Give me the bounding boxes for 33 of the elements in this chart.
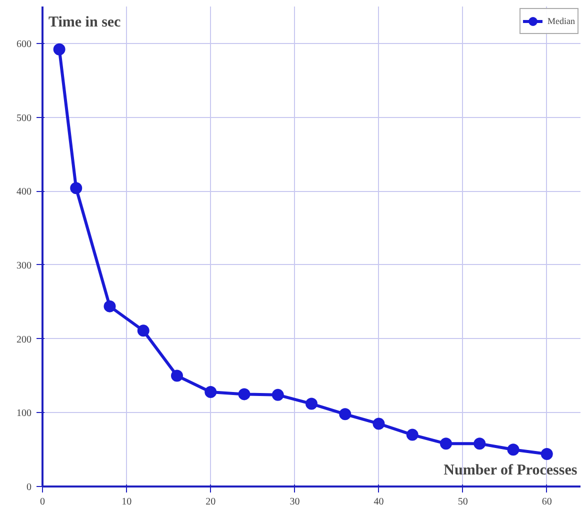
- point: [137, 324, 150, 337]
- point: [204, 386, 217, 398]
- legend-label: Median: [548, 16, 575, 26]
- x-tick-label: 20: [206, 496, 216, 508]
- x-tick-label: 10: [122, 496, 132, 508]
- y-tick-label: 500: [16, 112, 32, 124]
- y-tick-label: 600: [16, 38, 32, 50]
- y-tick-label: 200: [16, 334, 32, 346]
- point: [339, 408, 352, 420]
- point: [238, 388, 250, 400]
- y-tick-label: 100: [16, 408, 32, 420]
- point: [372, 418, 385, 430]
- point: [171, 370, 183, 382]
- point: [272, 388, 284, 401]
- x-tick-label: 40: [374, 496, 384, 508]
- x-tick-label: 0: [40, 496, 45, 508]
- x-tick-label: 60: [542, 496, 552, 508]
- point: [507, 444, 520, 456]
- point: [306, 398, 318, 410]
- x-tick-label: 30: [290, 496, 300, 508]
- y-tick-label: 400: [16, 186, 32, 198]
- point: [540, 448, 553, 460]
- point: [70, 182, 82, 194]
- y-tick-label: 300: [16, 260, 32, 272]
- point: [53, 43, 66, 56]
- point: [474, 438, 486, 450]
- point: [406, 428, 418, 441]
- x-axis-title: Number of Processes: [444, 462, 578, 478]
- y-axis-title: Time in sec: [48, 14, 122, 30]
- x-tick-label: 50: [458, 496, 468, 508]
- point: [440, 438, 452, 450]
- point: [104, 300, 116, 312]
- y-tick-label: 0: [26, 482, 32, 493]
